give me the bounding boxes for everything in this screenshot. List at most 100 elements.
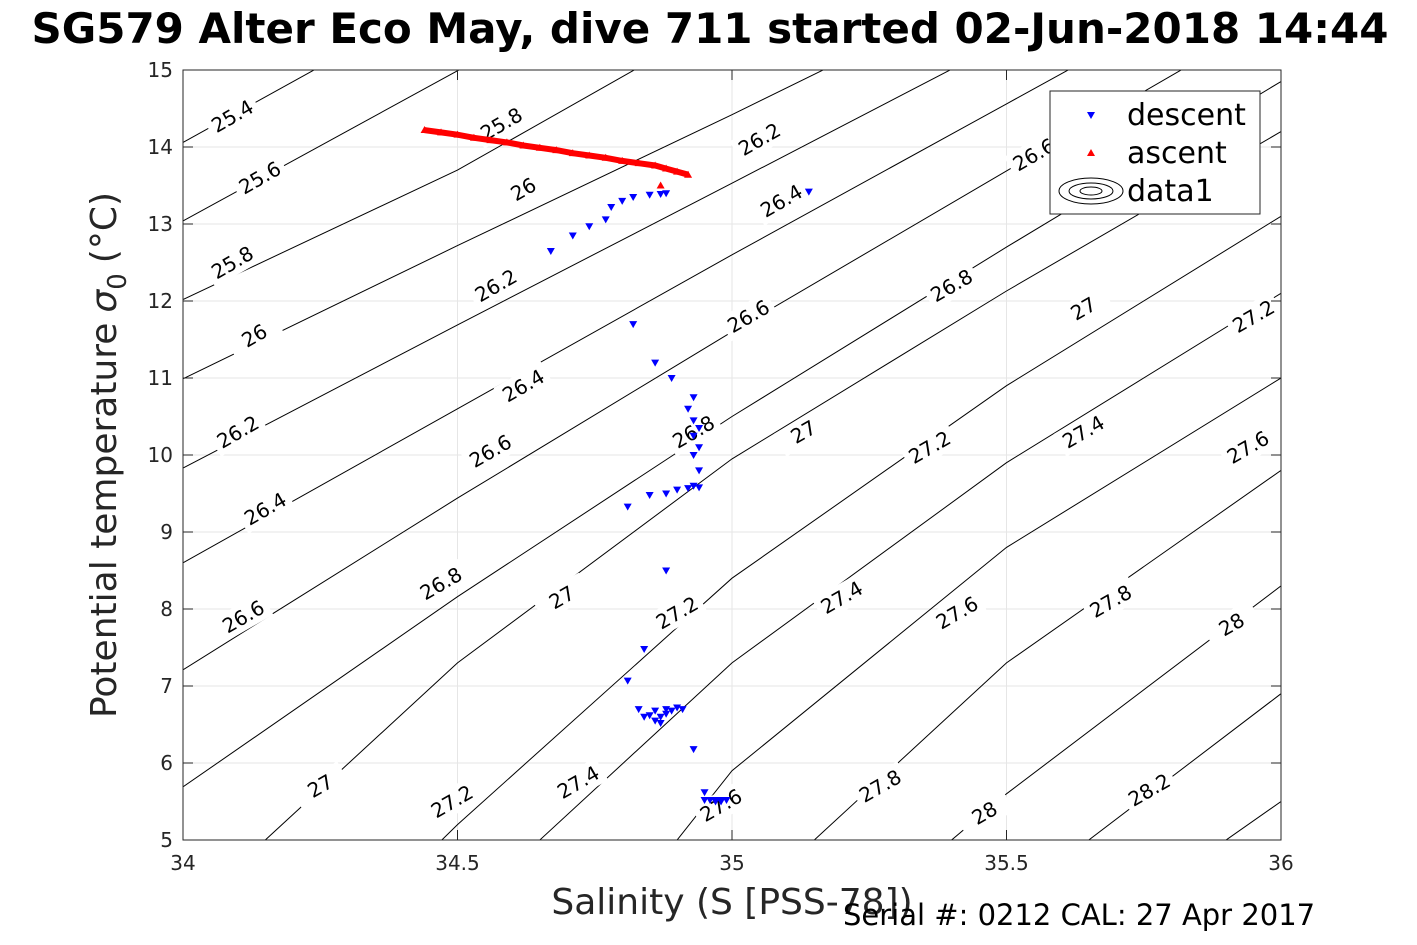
descent-point <box>618 197 627 205</box>
y-tick-label: 9 <box>160 520 173 544</box>
ascent-track <box>424 127 689 178</box>
descent-point <box>634 706 643 714</box>
grid <box>182 69 1282 841</box>
contour-label-bg <box>460 426 521 476</box>
contour-line <box>676 377 1281 840</box>
contour-label-bg <box>850 761 911 811</box>
descent-point <box>651 707 660 715</box>
descent-point <box>662 190 671 198</box>
contour-label-bg <box>202 91 263 141</box>
serial-cal-footer: Serial #: 0212 CAL: 27 Apr 2017 <box>843 898 1316 932</box>
contour-line <box>183 70 825 380</box>
contour-line <box>1225 801 1281 840</box>
descent-point <box>568 232 577 240</box>
descent-point <box>623 677 632 685</box>
descent-point <box>645 712 654 720</box>
legend-ascent-label: ascent <box>1127 136 1227 171</box>
contour-label-bg <box>1053 407 1114 457</box>
contour-label-bg <box>954 788 1015 838</box>
contour-line <box>183 70 1070 564</box>
descent-point <box>645 191 654 199</box>
contour-line <box>1088 693 1281 840</box>
contour-line <box>441 215 1281 840</box>
descent-point <box>804 188 813 196</box>
ascent-point <box>656 181 665 189</box>
contour-label-bg <box>471 99 532 149</box>
y-tick-label: 10 <box>148 443 173 467</box>
descent-point <box>689 452 698 459</box>
contour-label-bg <box>1080 576 1141 627</box>
x-axis-ticks: 34 34.5 35 35.5 36 <box>170 70 1294 875</box>
contour-label-bg <box>548 757 609 808</box>
y-axis-label-text: Potential temperature <box>84 323 125 718</box>
descent-point <box>673 486 682 494</box>
descent-point <box>700 796 709 804</box>
x-axis-label: Salinity (S [PSS-78]) <box>551 882 912 923</box>
contour-label-bg <box>729 114 790 165</box>
legend-descent-label: descent <box>1127 98 1246 133</box>
descent-point <box>695 467 704 475</box>
contour-label-bg <box>773 407 834 457</box>
descent-point <box>695 484 704 492</box>
y-axis-label: Potential temperature σ0 (°C) <box>84 192 133 718</box>
x-tick-label: 36 <box>1268 851 1293 875</box>
contour-label-bg <box>899 422 960 473</box>
contour-label-bg <box>235 484 296 534</box>
contour-label-bg <box>811 572 872 623</box>
y-axis-label-unit: (°C) <box>84 192 125 263</box>
contour-label-bg <box>927 588 987 638</box>
legend-data1-label: data1 <box>1127 174 1214 209</box>
x-tick-label: 34 <box>170 851 195 875</box>
y-tick-label: 14 <box>148 135 173 159</box>
descent-point <box>662 490 671 498</box>
descent-point <box>640 713 649 721</box>
contour-label-bg <box>647 588 707 638</box>
y-tick-label: 12 <box>148 289 173 313</box>
contour-label-bg <box>224 310 285 361</box>
contour-label-bg <box>466 260 526 311</box>
y-tick-label: 5 <box>160 828 173 852</box>
contour-label-bg <box>202 237 263 288</box>
contour-label-bg <box>531 572 592 623</box>
descent-point <box>689 417 698 425</box>
contour-line <box>264 131 1281 840</box>
descent-point <box>623 503 632 511</box>
descent-point <box>678 706 687 714</box>
contour-line <box>539 292 1281 840</box>
contour-label-bg <box>1201 599 1262 650</box>
descent-point <box>645 492 654 500</box>
contour-label-bg <box>1119 765 1180 815</box>
contour-label-bg <box>1053 283 1114 334</box>
y-tick-label: 7 <box>160 674 173 698</box>
descent-point <box>667 375 676 382</box>
contour-line <box>183 70 636 300</box>
legend-box <box>1049 90 1261 215</box>
descent-point <box>711 798 720 806</box>
contour-label-bg <box>213 591 274 642</box>
descent-point <box>684 485 693 493</box>
descent-point <box>717 798 726 806</box>
descent-point <box>695 444 704 452</box>
y-tick-label: 13 <box>148 212 173 236</box>
data-points <box>420 126 813 806</box>
contour-label-bg <box>718 291 779 342</box>
descent-point <box>656 190 665 198</box>
contour-label-bg <box>290 761 351 811</box>
legend: descent ascent data1 <box>1049 90 1261 215</box>
y-tick-label: 8 <box>160 597 173 621</box>
contour-label-bg <box>1218 422 1278 473</box>
contour-label-bg <box>921 260 982 311</box>
chart-title: SG579 Alter Eco May, dive 711 started 02… <box>31 4 1389 53</box>
y-axis-label-symbol: σ <box>84 289 125 313</box>
descent-point <box>695 425 704 433</box>
descent-point <box>651 717 660 725</box>
contour-label-bg <box>751 176 812 226</box>
contour-line <box>813 469 1281 840</box>
contour-label-bg <box>493 360 554 411</box>
contour-label-bg <box>493 164 554 215</box>
x-tick-label: 35.5 <box>984 851 1029 875</box>
descent-point <box>640 646 649 654</box>
x-tick-label: 34.5 <box>435 851 480 875</box>
y-axis-ticks: 5 6 7 8 9 10 11 12 13 14 15 <box>148 58 1281 852</box>
